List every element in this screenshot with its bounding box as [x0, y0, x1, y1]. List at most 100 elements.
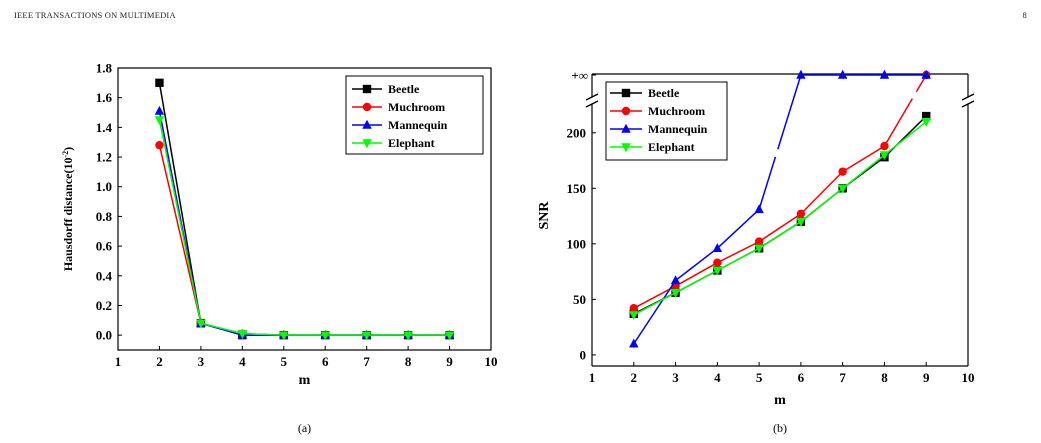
x-axis-label-b: m — [774, 393, 786, 408]
series-segment-muchroom — [675, 262, 718, 287]
series-segment-mannequin — [716, 208, 760, 249]
legend-marker — [362, 84, 372, 94]
data-point-elephant — [444, 331, 455, 341]
series-segment-elephant — [716, 247, 760, 272]
y-tick-label: 0.4 — [96, 268, 113, 283]
data-point-elephant — [196, 319, 206, 329]
infinity-tick-label: +∞ — [571, 68, 588, 83]
series-segment-muchroom — [800, 171, 844, 215]
data-point-elephant — [629, 311, 639, 321]
y-axis-label-b: SNR — [537, 201, 552, 230]
data-point-mannequin — [154, 105, 165, 115]
y-tick-label: 0.0 — [96, 328, 112, 343]
legend-marker — [621, 88, 631, 98]
y-tick-label: 150 — [567, 181, 587, 196]
data-point-mannequin — [670, 275, 681, 285]
caption-b: (b) — [773, 421, 787, 435]
y-tick-label: 1.4 — [96, 120, 113, 135]
data-point-elephant — [712, 266, 723, 276]
x-tick-label: 8 — [405, 354, 412, 369]
data-point-mannequin — [837, 69, 848, 79]
legend-entry: Elephant — [648, 140, 695, 154]
y-tick-label: 200 — [567, 125, 587, 140]
series-segment-muchroom — [716, 240, 760, 264]
legend-a: Beetle Muchroom Mannequin Elephant — [345, 75, 484, 155]
y-tick-label: 0.6 — [96, 239, 113, 254]
plot-frame-a — [117, 67, 492, 351]
data-point-elephant — [879, 151, 890, 161]
series-segment-elephant — [633, 292, 676, 316]
data-point-mannequin — [879, 69, 890, 79]
data-point-elephant — [320, 331, 330, 341]
x-tick-label: 5 — [281, 354, 288, 369]
series-segment-muchroom — [842, 145, 885, 173]
data-point-muchroom — [155, 140, 164, 150]
legend-marker — [621, 106, 631, 116]
series-segment-elephant — [758, 220, 802, 249]
legend-entry: Beetle — [388, 82, 420, 96]
legend-marker — [362, 139, 372, 149]
data-point-beetle — [922, 111, 931, 121]
y-axis-label-a: Hausdorff distance(10-2) — [61, 147, 76, 271]
x-tick-label: 6 — [322, 354, 329, 369]
x-axis-label-a: m — [299, 373, 311, 388]
legend-entry: Mannequin — [648, 122, 708, 136]
data-point-elephant — [670, 288, 681, 298]
series-line-elephant — [158, 119, 450, 336]
y-tick-label: 50 — [573, 292, 586, 307]
y-tick-label: 1.2 — [96, 150, 112, 165]
y-tick-label: 0 — [580, 347, 587, 362]
x-tick-label: 9 — [923, 370, 930, 385]
chart-b: 1 2 3 4 5 6 7 8 9 10050100150200+∞mSNRBeetleMuchr… — [537, 68, 975, 435]
legend-marker — [362, 102, 372, 112]
data-point-elephant — [361, 331, 372, 341]
legend-marker — [621, 143, 631, 153]
data-point-elephant — [237, 329, 248, 339]
journal-header: IEEE TRANSACTIONS ON MULTIMEDIA — [14, 10, 176, 20]
chart-a: 1 2 3 4 5 6 7 8 9 10 0.0 0.2 0.4 0.6 0.8 1.0 1.2 1.4 1.6 1.… — [61, 61, 498, 436]
x-tick-label: 4 — [239, 354, 246, 369]
page-number: 8 — [1022, 10, 1027, 20]
y-tick-label: 100 — [567, 236, 587, 251]
axis-break-mark — [961, 93, 975, 101]
x-tick-label: 3 — [672, 370, 679, 385]
y-tick-label: 0.8 — [96, 209, 113, 224]
legend-entry: Muchroom — [388, 100, 445, 114]
legend-entry: Beetle — [648, 86, 680, 100]
series-segment-mannequin — [633, 280, 677, 345]
series-line-muchroom — [158, 145, 450, 336]
x-tick-label: 5 — [756, 370, 763, 385]
data-point-elephant — [796, 217, 806, 227]
data-point-elephant — [279, 331, 289, 341]
data-point-muchroom — [629, 304, 638, 313]
x-tick-label: 2 — [631, 370, 638, 385]
data-point-muchroom — [880, 141, 889, 151]
series-segment-mannequin — [675, 247, 718, 282]
y-tick-label: 1.0 — [96, 179, 112, 194]
series-segment-muchroom — [883, 74, 927, 147]
y-tick-label: 1.8 — [96, 61, 113, 76]
legend-marker — [362, 119, 372, 129]
legend-entry: Mannequin — [388, 118, 448, 132]
series-segment-mannequin — [758, 74, 802, 210]
data-point-elephant — [154, 116, 165, 126]
x-tick-label: 7 — [839, 370, 846, 385]
x-tick-label: 9 — [446, 354, 453, 369]
x-tick-label: 10 — [485, 354, 498, 369]
legend-marker — [621, 123, 631, 133]
data-point-muchroom — [796, 209, 806, 219]
data-point-elephant — [403, 331, 413, 341]
data-point-mannequin — [754, 204, 764, 214]
x-tick-label: 8 — [881, 370, 888, 385]
data-point-muchroom — [838, 167, 847, 176]
data-point-mannequin — [712, 243, 723, 252]
legend-entry: Muchroom — [648, 104, 705, 118]
x-tick-label: 10 — [962, 370, 975, 385]
data-point-muchroom — [754, 237, 764, 246]
x-tick-label: 1 — [589, 370, 596, 385]
axis-break-mark — [961, 100, 975, 108]
y-tick-label: 1.6 — [96, 90, 113, 105]
y-tick-label: 0.2 — [96, 298, 112, 313]
x-tick-label: 7 — [363, 354, 370, 369]
